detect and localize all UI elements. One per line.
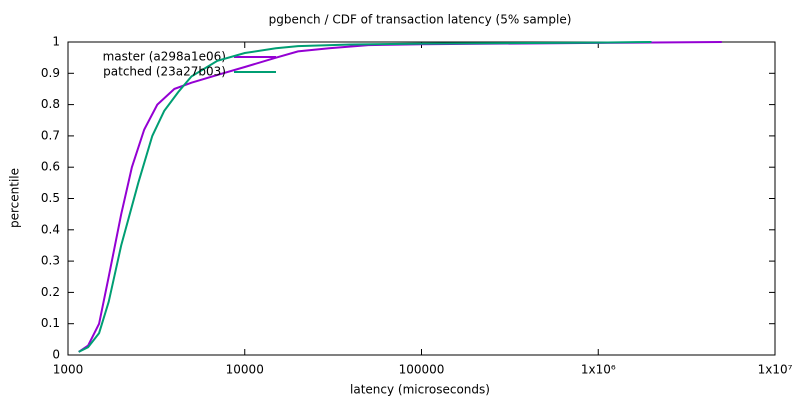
y-tick-label: 0.1 — [41, 316, 60, 330]
y-tick-label: 0.3 — [41, 254, 60, 268]
x-tick-label: 100000 — [399, 363, 445, 377]
x-tick-label: 1x10⁷ — [758, 363, 793, 377]
y-tick-label: 0 — [52, 348, 60, 362]
legend-label: master (a298a1e06) — [103, 50, 226, 64]
y-tick-label: 0.5 — [41, 191, 60, 205]
x-axis-label: latency (microseconds) — [350, 383, 490, 397]
y-tick-label: 0.6 — [41, 160, 60, 174]
y-tick-label: 0.9 — [41, 66, 60, 80]
x-tick-label: 1x10⁶ — [581, 363, 616, 377]
y-axis-label: percentile — [8, 168, 22, 228]
y-tick-label: 0.2 — [41, 285, 60, 299]
legend-label: patched (23a27b03) — [103, 65, 226, 79]
x-tick-label: 10000 — [226, 363, 264, 377]
x-tick-label: 1000 — [53, 363, 84, 377]
series-line — [78, 41, 722, 353]
y-tick-label: 0.4 — [41, 222, 60, 236]
y-tick-label: 0.8 — [41, 97, 60, 111]
y-tick-label: 0.7 — [41, 128, 60, 142]
chart-title: pgbench / CDF of transaction latency (5%… — [269, 13, 572, 27]
series-line — [78, 41, 652, 353]
y-tick-label: 1 — [52, 35, 60, 49]
